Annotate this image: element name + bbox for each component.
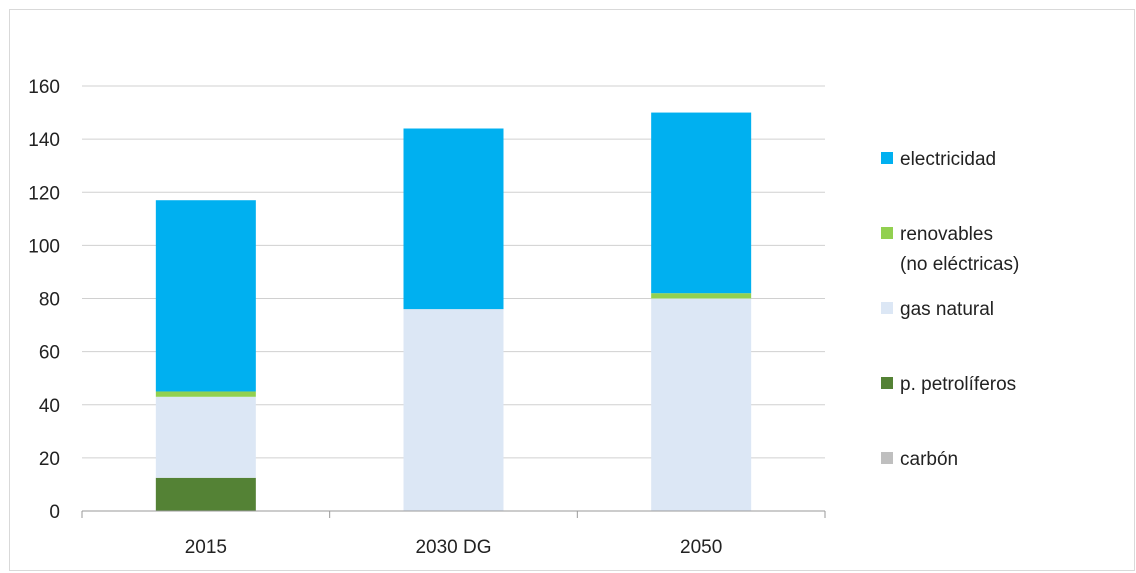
x-tick-label: 2015 — [185, 537, 227, 558]
bar-segment-electricidad-0 — [155, 200, 256, 392]
bar-segment-gas-1 — [403, 309, 504, 511]
y-axis-tick-labels: 0 20 40 60 80 100 120 140 160 — [28, 77, 60, 523]
legend: electricidad renovables (no eléctricas) gas… — [881, 149, 1019, 470]
legend-label-gas: gas natural — [900, 299, 994, 320]
legend-swatch-gas — [881, 302, 893, 314]
legend-swatch-electricidad — [881, 152, 893, 164]
legend-swatch-petroliferos — [881, 377, 893, 389]
y-tick-label: 0 — [49, 502, 60, 523]
legend-label-electricidad: electricidad — [900, 149, 996, 170]
legend-label-renovables: renovables — [900, 224, 993, 245]
legend-swatch-carbon — [881, 452, 893, 464]
y-tick-label: 100 — [28, 236, 60, 257]
bar-segment-renovables-2 — [651, 293, 752, 299]
y-tick-label: 40 — [39, 396, 60, 417]
legend-label-renovables-line2: (no eléctricas) — [900, 254, 1019, 275]
x-axis-tick-labels: 2015 2030 DG 2050 — [185, 537, 723, 558]
bar-segment-electricidad-1 — [403, 128, 504, 310]
bar-segment-electricidad-2 — [651, 112, 752, 294]
y-tick-label: 20 — [39, 449, 60, 470]
bar-segment-gas-0 — [155, 396, 256, 478]
x-tick-label: 2030 DG — [415, 537, 491, 558]
legend-label-petroliferos: p. petrolíferos — [900, 374, 1016, 395]
y-tick-label: 160 — [28, 77, 60, 98]
bars — [155, 112, 752, 511]
x-axis-tick-marks — [81, 511, 826, 518]
y-tick-label: 140 — [28, 130, 60, 151]
x-tick-label: 2050 — [680, 537, 722, 558]
y-tick-label: 60 — [39, 343, 60, 364]
bar-segment-gas-2 — [651, 298, 752, 511]
legend-label-carbon: carbón — [900, 449, 958, 470]
legend-swatch-renovables — [881, 227, 893, 239]
y-tick-label: 120 — [28, 183, 60, 204]
bar-segment-petroliferos-0 — [155, 477, 256, 511]
y-tick-label: 80 — [39, 290, 60, 311]
bar-segment-renovables-0 — [155, 391, 256, 397]
